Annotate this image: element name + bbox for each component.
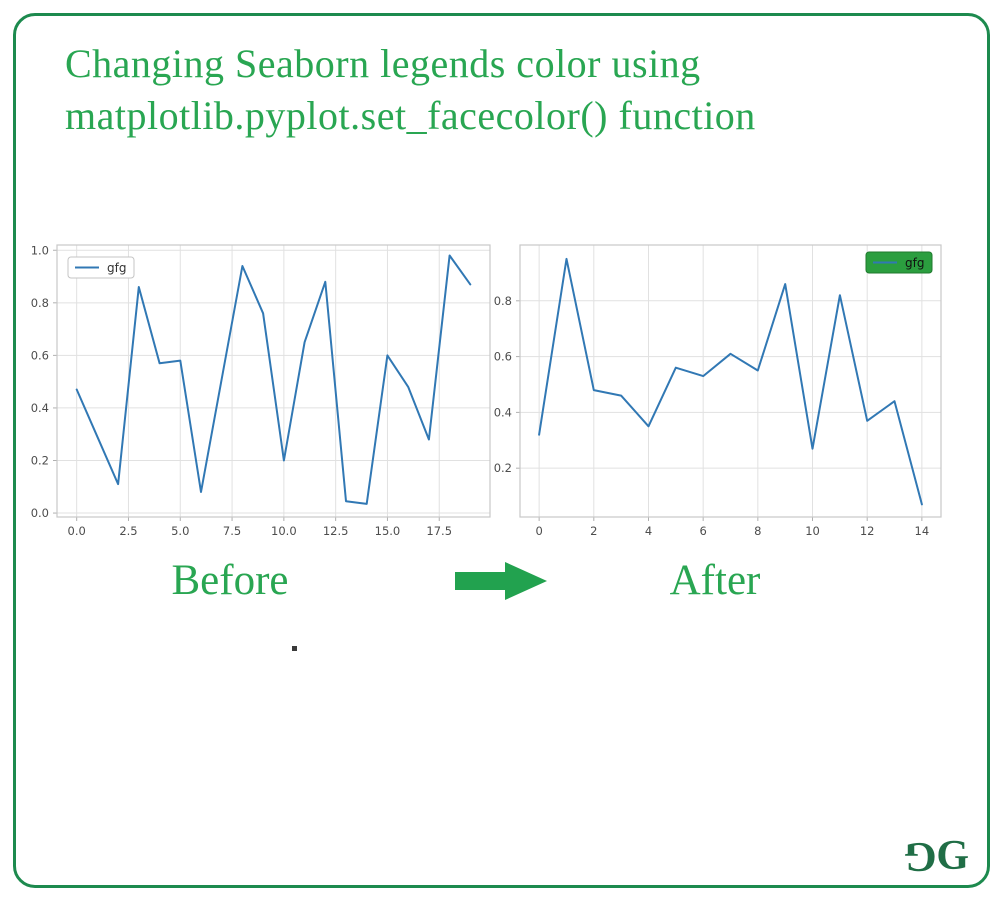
x-tick-label: 10.0 bbox=[271, 524, 297, 538]
series-line-gfg bbox=[538, 257, 923, 506]
legend-label: gfg bbox=[905, 256, 924, 270]
x-tick-label: 2.5 bbox=[119, 524, 137, 538]
geeksforgeeks-logo: GG bbox=[904, 832, 969, 880]
title-line-1: Changing Seaborn legends color using bbox=[65, 41, 701, 86]
y-tick-label: 0.0 bbox=[31, 506, 49, 520]
x-tick-label: 7.5 bbox=[223, 524, 241, 538]
x-tick-label: 0.0 bbox=[68, 524, 86, 538]
x-tick-label: 0 bbox=[535, 524, 542, 538]
y-tick-label: 0.6 bbox=[494, 350, 512, 364]
x-tick-label: 4 bbox=[645, 524, 652, 538]
y-tick-label: 0.4 bbox=[31, 401, 49, 415]
title-line-2: matplotlib.pyplot.set_facecolor() functi… bbox=[65, 93, 756, 138]
speck-artifact bbox=[292, 646, 297, 651]
logo-g: G bbox=[936, 833, 969, 879]
legend-label: gfg bbox=[107, 261, 126, 275]
legend-box bbox=[865, 251, 933, 274]
x-tick-label: 8 bbox=[754, 524, 761, 538]
y-tick-label: 0.6 bbox=[31, 348, 49, 362]
y-tick-label: 0.4 bbox=[494, 405, 512, 419]
x-tick-label: 17.5 bbox=[426, 524, 452, 538]
after-label: After bbox=[669, 557, 761, 604]
y-tick-label: 1.0 bbox=[31, 243, 49, 257]
y-tick-label: 0.8 bbox=[31, 296, 49, 310]
x-tick-label: 12 bbox=[860, 524, 875, 538]
x-tick-label: 10 bbox=[805, 524, 820, 538]
x-tick-label: 6 bbox=[699, 524, 706, 538]
before-label: Before bbox=[171, 557, 289, 604]
chart-after: 0.2 0.4 0.6 0.8 0 2 4 6 8 10 12 14 gfg bbox=[494, 244, 942, 538]
series-line-gfg bbox=[75, 254, 472, 505]
x-tick-label: 14 bbox=[915, 524, 930, 538]
x-tick-label: 12.5 bbox=[323, 524, 349, 538]
right-arrow-icon bbox=[452, 560, 552, 602]
y-tick-label: 0.2 bbox=[31, 453, 49, 467]
legend-box bbox=[67, 256, 135, 279]
x-tick-label: 15.0 bbox=[375, 524, 401, 538]
y-tick-label: 0.8 bbox=[494, 294, 512, 308]
x-tick-label: 5.0 bbox=[171, 524, 189, 538]
logo-flipped-g: G bbox=[904, 833, 937, 879]
page-title: Changing Seaborn legends color using mat… bbox=[65, 38, 945, 142]
chart-before: 0.0 0.2 0.4 0.6 0.8 1.0 0.0 2.5 5.0 7.5 10.0 12.5 15… bbox=[31, 243, 491, 538]
y-tick-label: 0.2 bbox=[494, 461, 512, 475]
x-tick-label: 2 bbox=[590, 524, 597, 538]
